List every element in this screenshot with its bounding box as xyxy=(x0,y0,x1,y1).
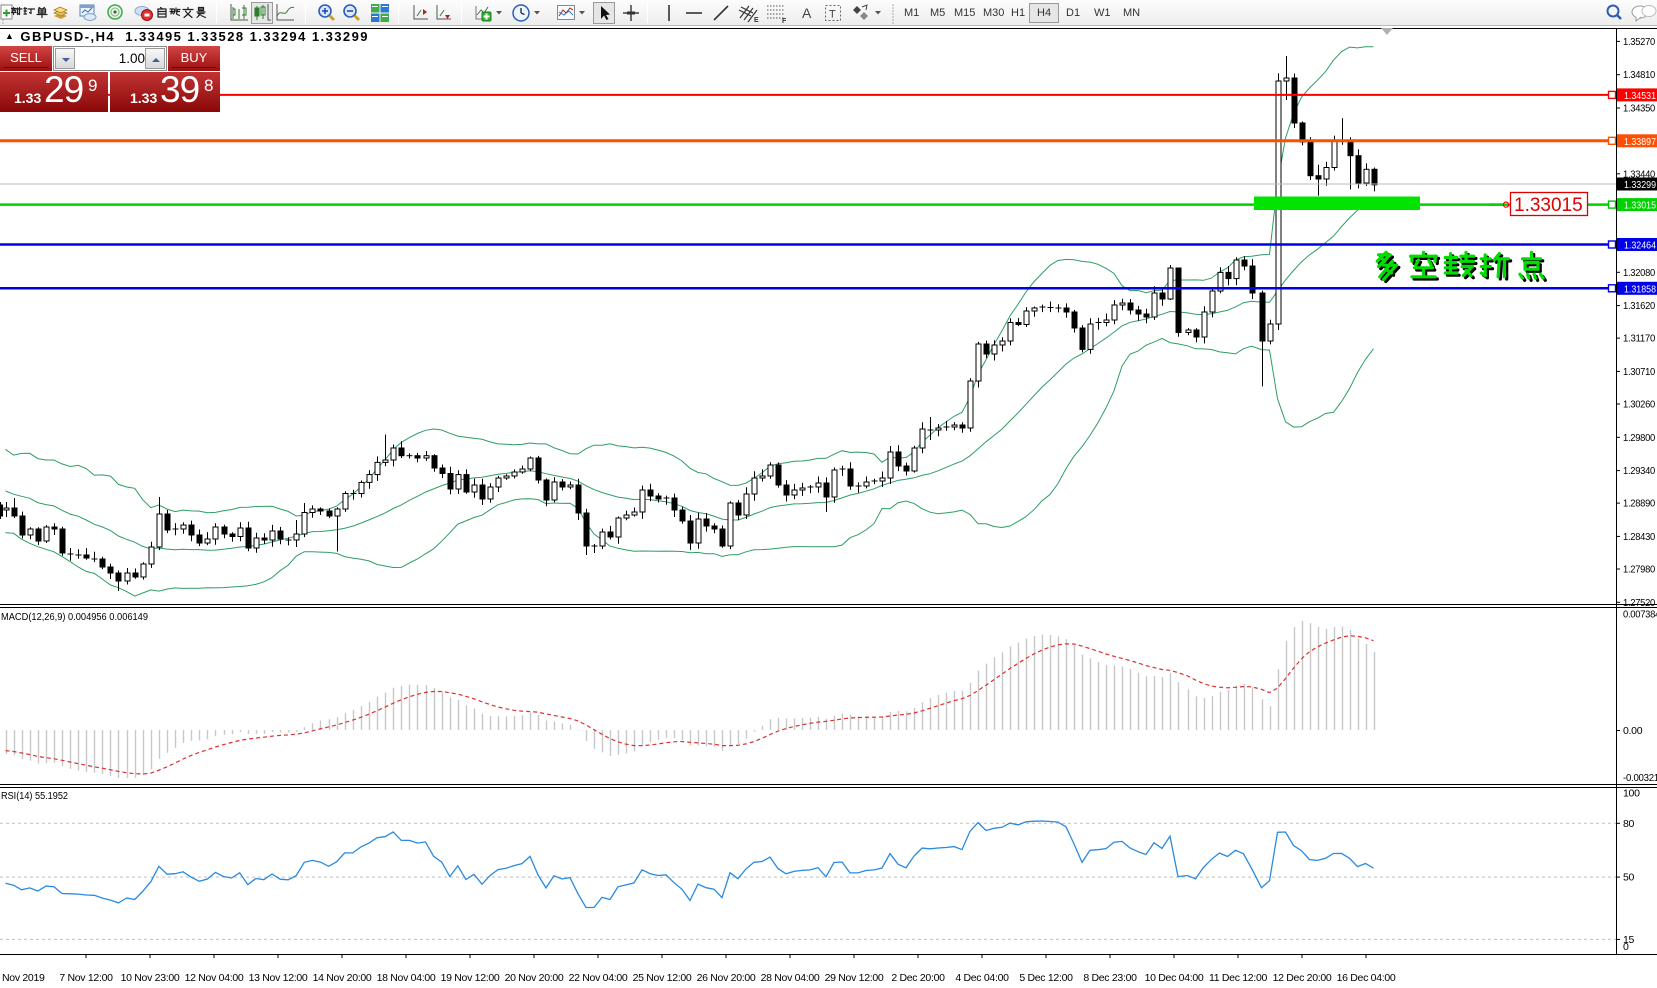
svg-text:22 Nov 04:00: 22 Nov 04:00 xyxy=(569,972,628,984)
svg-text:100: 100 xyxy=(1623,788,1640,800)
svg-text:1.33440: 1.33440 xyxy=(1623,168,1655,180)
svg-text:1.33897: 1.33897 xyxy=(1624,136,1656,148)
svg-text:12 Dec 20:00: 12 Dec 20:00 xyxy=(1273,972,1332,984)
svg-text:19 Nov 12:00: 19 Nov 12:00 xyxy=(441,972,500,984)
svg-text:20 Nov 20:00: 20 Nov 20:00 xyxy=(505,972,564,984)
svg-text:80: 80 xyxy=(1623,818,1635,830)
svg-text:15: 15 xyxy=(1623,934,1635,946)
svg-text:26 Nov 20:00: 26 Nov 20:00 xyxy=(697,972,756,984)
svg-text:1.34810: 1.34810 xyxy=(1623,69,1655,81)
svg-text:1.34350: 1.34350 xyxy=(1623,103,1655,115)
svg-text:1.27980: 1.27980 xyxy=(1623,564,1655,576)
svg-text:10 Dec 04:00: 10 Dec 04:00 xyxy=(1145,972,1204,984)
svg-text:11 Dec 12:00: 11 Dec 12:00 xyxy=(1209,972,1268,984)
svg-text:2 Dec 20:00: 2 Dec 20:00 xyxy=(891,972,945,984)
svg-text:-0.003215: -0.003215 xyxy=(1623,772,1657,784)
svg-text:MACD(12,26,9) 0.004956 0.00614: MACD(12,26,9) 0.004956 0.006149 xyxy=(1,612,148,623)
svg-text:29 Nov 12:00: 29 Nov 12:00 xyxy=(825,972,884,984)
svg-text:F: F xyxy=(782,18,787,24)
svg-text:1.32080: 1.32080 xyxy=(1623,267,1655,279)
svg-text:10 Nov 23:00: 10 Nov 23:00 xyxy=(121,972,180,984)
svg-text:1.30710: 1.30710 xyxy=(1623,366,1655,378)
svg-text:1.35270: 1.35270 xyxy=(1623,36,1655,48)
svg-text:E: E xyxy=(754,17,759,24)
svg-text:16 Dec 04:00: 16 Dec 04:00 xyxy=(1337,972,1396,984)
svg-text:1.28430: 1.28430 xyxy=(1623,531,1655,543)
svg-text:0.00: 0.00 xyxy=(1623,725,1643,737)
svg-text:5 Dec 12:00: 5 Dec 12:00 xyxy=(1019,972,1073,984)
svg-text:1.30260: 1.30260 xyxy=(1623,399,1655,411)
svg-text:50: 50 xyxy=(1623,872,1635,884)
svg-text:25 Nov 12:00: 25 Nov 12:00 xyxy=(633,972,692,984)
svg-text:1.31620: 1.31620 xyxy=(1623,300,1655,312)
svg-text:12 Nov 04:00: 12 Nov 04:00 xyxy=(185,972,244,984)
svg-text:28 Nov 04:00: 28 Nov 04:00 xyxy=(761,972,820,984)
svg-text:1.28890: 1.28890 xyxy=(1623,498,1655,510)
svg-text:1.34531: 1.34531 xyxy=(1624,90,1656,102)
svg-text:1.32464: 1.32464 xyxy=(1624,240,1656,252)
svg-text:1.33015: 1.33015 xyxy=(1514,195,1583,216)
svg-text:7 Nov 12:00: 7 Nov 12:00 xyxy=(59,972,113,984)
svg-text:14 Nov 20:00: 14 Nov 20:00 xyxy=(313,972,372,984)
svg-text:1.33299: 1.33299 xyxy=(1624,179,1656,191)
svg-text:Nov 2019: Nov 2019 xyxy=(2,972,45,984)
svg-text:A: A xyxy=(802,5,812,21)
svg-text:13 Nov 12:00: 13 Nov 12:00 xyxy=(249,972,308,984)
svg-text:1.27520: 1.27520 xyxy=(1623,597,1655,609)
svg-text:18 Nov 04:00: 18 Nov 04:00 xyxy=(377,972,436,984)
svg-text:1.29800: 1.29800 xyxy=(1623,432,1655,444)
svg-text:8 Dec 23:00: 8 Dec 23:00 xyxy=(1083,972,1137,984)
svg-text:1.31170: 1.31170 xyxy=(1623,333,1655,345)
svg-text:1.29340: 1.29340 xyxy=(1623,465,1655,477)
svg-text:T: T xyxy=(829,9,836,21)
svg-text:RSI(14) 55.1952: RSI(14) 55.1952 xyxy=(1,791,68,802)
svg-text:4 Dec 04:00: 4 Dec 04:00 xyxy=(955,972,1009,984)
svg-text:1.33015: 1.33015 xyxy=(1624,200,1656,212)
svg-text:1.31858: 1.31858 xyxy=(1624,283,1656,295)
svg-text:0.007384: 0.007384 xyxy=(1623,609,1657,621)
svg-text:0: 0 xyxy=(1623,941,1629,953)
